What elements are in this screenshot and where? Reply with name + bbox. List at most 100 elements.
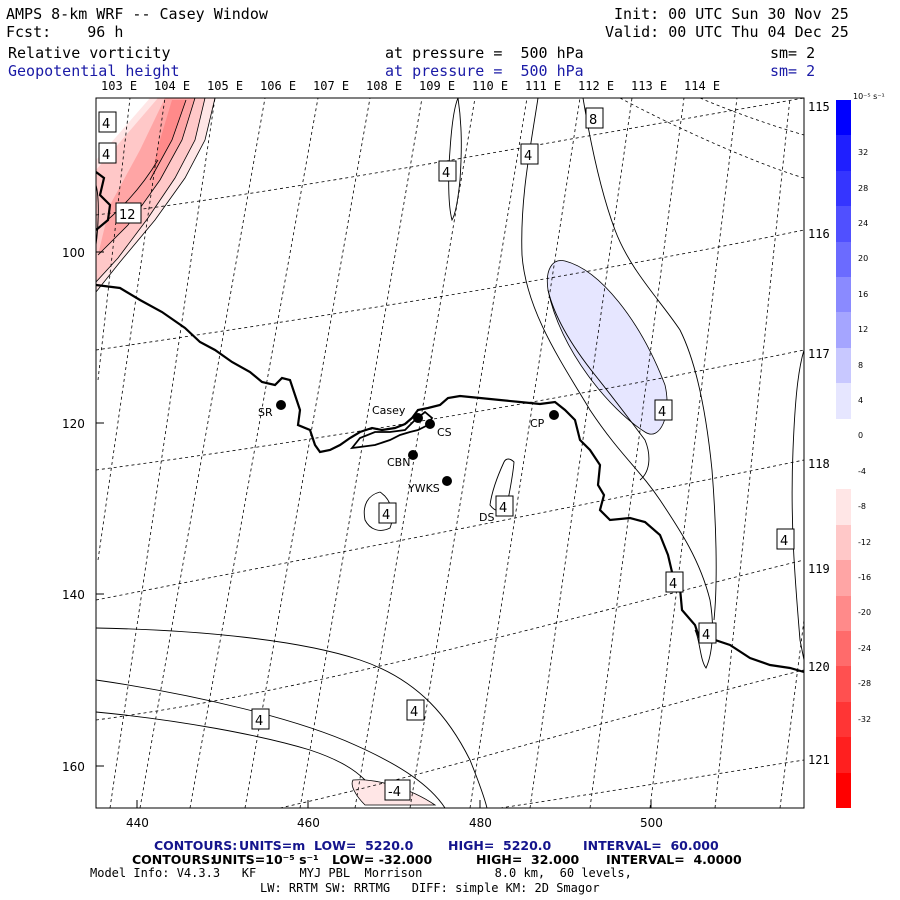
colorbar-level-label: -32 [858, 714, 872, 724]
colorbar-segment [836, 170, 851, 207]
model-info: Model Info: V4.3.3 KF MYJ PBL Morrison 8… [90, 866, 632, 880]
colorbar-level-label: 20 [858, 254, 869, 264]
station-label-cp: CP [530, 417, 545, 430]
y-tick-label: 100 [62, 246, 85, 260]
colorbar-level-label: 16 [858, 289, 869, 299]
colorbar-segment [836, 312, 851, 349]
x-tick-label: 460 [297, 816, 320, 830]
contours2-high: HIGH= 32.000 [476, 852, 580, 867]
lon-label: 112 E [578, 79, 614, 93]
lon-label: 118 E [808, 457, 844, 471]
y-tick-label: 140 [62, 588, 85, 602]
svg-text:12: 12 [119, 208, 136, 223]
lon-label: 113 E [631, 79, 667, 93]
svg-text:4: 4 [669, 577, 677, 592]
colorbar-level-label: 8 [858, 360, 864, 370]
vorticity-contours [96, 98, 216, 293]
station-label-ds: DS [479, 511, 494, 524]
lon-label: 115 E [808, 100, 844, 114]
colorbar-segment [836, 347, 851, 384]
lon-label: 114 E [684, 79, 720, 93]
station-label-cs: CS [437, 426, 452, 439]
contours1-units: UNITS=m [239, 838, 306, 853]
lon-top-labels: 103 E 104 E 105 E 106 E 107 E 108 E 109 … [101, 79, 720, 93]
contours1-label: CONTOURS: [154, 838, 238, 853]
contour-label: 4 [776, 528, 795, 550]
lon-label: 107 E [313, 79, 349, 93]
lon-label: 120 E [808, 660, 844, 674]
svg-text:4: 4 [442, 166, 450, 181]
x-tick-label: 500 [640, 816, 663, 830]
contour-labels: 4 4 4 4 12 8 4 4 4 4 4 4 4 -4 4 [98, 107, 795, 801]
colorbar-segment [836, 737, 851, 774]
contour-label: 8 [585, 107, 604, 129]
model-info-2: LW: RRTM SW: RRTMG DIFF: simple KM: 2D S… [260, 881, 600, 895]
forecast-hour: Fcst: 96 h [6, 23, 124, 41]
colorbar-level-label: 12 [858, 325, 869, 335]
station-label-cbn: CBN [387, 456, 410, 469]
contour-label: 4 [251, 708, 270, 730]
lon-label: 110 E [472, 79, 508, 93]
field2-level: at pressure = 500 hPa [385, 62, 584, 80]
contours1-interval: INTERVAL= 60.000 [583, 838, 719, 853]
colorbar-level-label: -24 [858, 643, 872, 653]
lon-right-labels: 115 E 116 E 117 E 118 E 119 E 120 E 121 … [808, 100, 844, 767]
contour-label: 4 [520, 143, 539, 165]
map-area [96, 98, 804, 808]
station-marker-casey [413, 413, 423, 423]
colorbar-level-label: -20 [858, 608, 872, 618]
station-marker-cp [549, 410, 559, 420]
colorbar-level-label: -16 [858, 572, 872, 582]
colorbar-segment [836, 595, 851, 632]
contour-label: 4 [378, 502, 397, 524]
contours2-units: UNITS=10⁻⁵ s⁻¹ [212, 852, 319, 867]
contour-label: 4 [698, 622, 717, 644]
svg-text:4: 4 [780, 534, 788, 549]
station-label-casey: Casey [372, 404, 406, 417]
y-tick-label: 160 [62, 760, 85, 774]
lon-label: 111 E [525, 79, 561, 93]
station-marker-sr [276, 400, 286, 410]
lon-label: 104 E [154, 79, 190, 93]
contour-label: 4 [438, 160, 457, 182]
colorbar-unit: 10⁻⁵ s⁻¹ [853, 92, 885, 101]
station-marker-cbn [408, 450, 418, 460]
colorbar-segment [836, 489, 851, 526]
field2-name: Geopotential height [8, 62, 180, 80]
colorbar-level-label: 4 [858, 395, 864, 405]
colorbar-segment [836, 383, 851, 420]
contour-label: 4 [98, 111, 117, 133]
contours2-interval: INTERVAL= 4.0000 [606, 852, 742, 867]
colorbar-segment [836, 524, 851, 561]
colorbar-level-label: 0 [858, 431, 864, 441]
colorbar-segment [836, 560, 851, 597]
contour-label: 4 [654, 399, 673, 421]
colorbar-segment [836, 241, 851, 278]
colorbar-level-label: -12 [858, 537, 872, 547]
svg-text:4: 4 [658, 405, 666, 420]
colorbar-level-label: 24 [858, 218, 869, 228]
contour-label: 4 [406, 699, 425, 721]
colorbar-segment [836, 772, 851, 809]
svg-text:4: 4 [255, 714, 263, 729]
colorbar [836, 100, 851, 809]
vorticity-fill-negative [546, 260, 668, 435]
colorbar-level-label: -8 [858, 502, 866, 512]
contour-label: -4 [384, 779, 411, 801]
lon-label: 121 E [808, 753, 844, 767]
map-frame [95, 97, 805, 809]
coastline [96, 171, 804, 674]
station-marker-cs [425, 419, 435, 429]
colorbar-segment [836, 454, 851, 490]
init-time: Init: 00 UTC Sun 30 Nov 25 [614, 5, 849, 23]
contour-label: 4 [665, 571, 684, 593]
svg-text:4: 4 [382, 508, 390, 523]
contours2-label: CONTOURS: [132, 852, 216, 867]
contour-label: 4 [98, 142, 117, 164]
field2-smoothing: sm= 2 [770, 62, 816, 80]
lon-label: 105 E [207, 79, 243, 93]
lon-label: 108 E [366, 79, 402, 93]
colorbar-segment [836, 135, 851, 172]
svg-text:-4: -4 [388, 785, 401, 800]
